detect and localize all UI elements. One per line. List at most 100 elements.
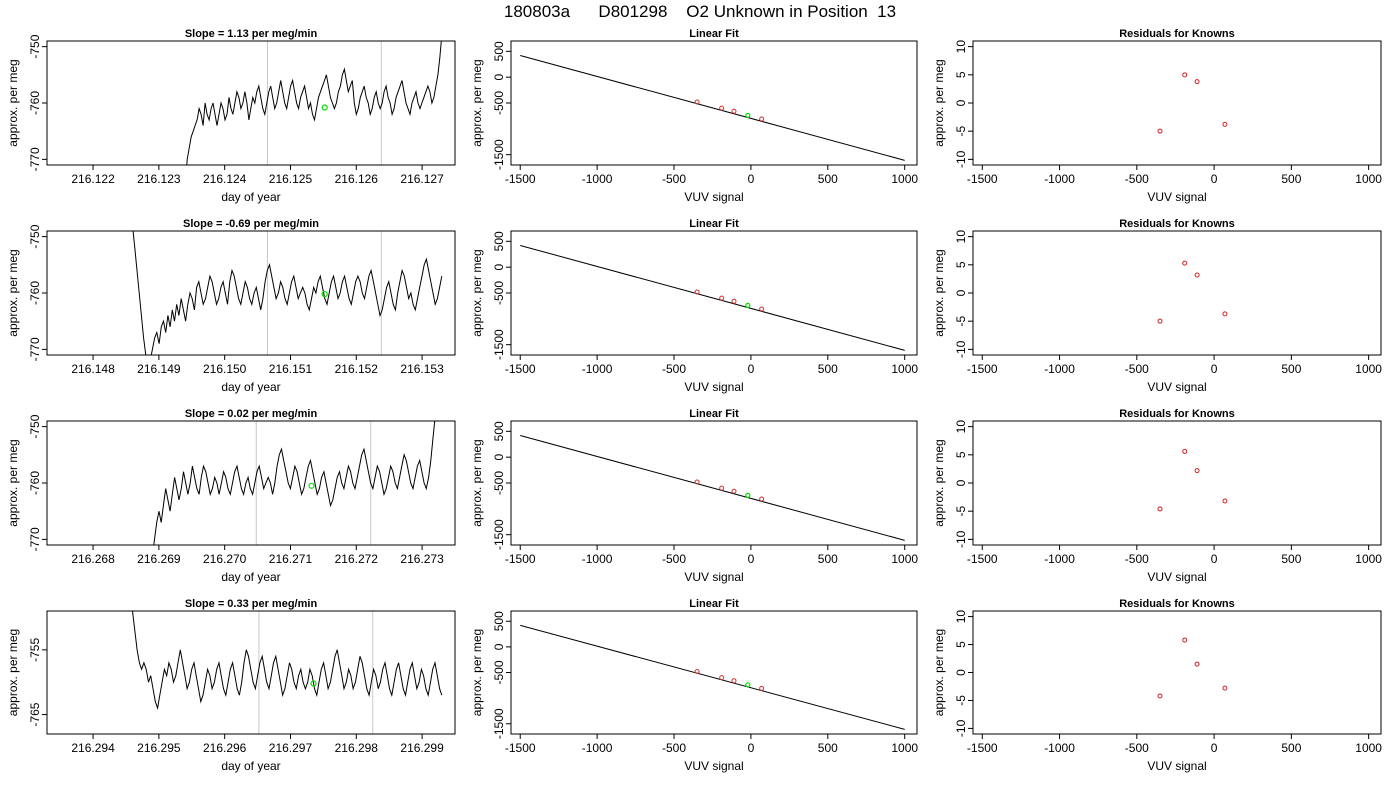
known-point [694,289,700,295]
linear-fit-chart-0: Linear Fit -1500 -1000 -500 0 500 1000 -1500 -50… [470,28,918,204]
x-tick-label: -1000 [1044,362,1075,376]
y-tick-label: -500 [492,91,506,115]
known-point [694,479,700,485]
x-tick-label: 1000 [891,741,918,755]
known-point [731,678,737,684]
known-point [694,668,700,674]
y-tick-label: -5 [954,316,968,327]
x-tick-label: 0 [1211,362,1218,376]
chart-title: Residuals for Knowns [1119,218,1235,230]
unknown-point [308,482,315,489]
unknown-point [321,291,328,298]
plot-area [520,434,905,541]
residual-point [1182,72,1188,78]
plot-area [1157,72,1228,134]
plot-frame [510,420,918,546]
x-axis-label: day of year [221,190,280,204]
y-tick-label: -10 [954,530,968,548]
y-axis-label: approx. per meg [470,629,484,716]
x-tick-label: 216.271 [269,552,313,566]
x-tick-label: -1000 [582,552,613,566]
x-axis-label: VUV signal [684,570,743,584]
y-axis-label: approx. per meg [932,59,946,146]
y-tick-label: 0 [954,99,968,106]
residuals-chart-1: Residuals for Knowns -1500 -1000 -500 0 500 10… [932,218,1382,394]
x-axis-label: VUV signal [1147,570,1206,584]
residual-point [1222,685,1228,691]
plot-frame [972,610,1382,735]
y-tick-label: -10 [954,340,968,358]
x-tick-label: 500 [818,362,838,376]
y-axis-label: approx. per meg [932,249,946,336]
plot-frame [46,230,456,356]
x-tick-label: 1000 [1355,362,1382,376]
y-tick-label: 5 [954,261,968,268]
x-tick-label: -1500 [967,741,998,755]
x-tick-label: 216.127 [400,172,444,186]
y-tick-label: -755 [28,638,42,662]
x-tick-label: 216.125 [269,172,313,186]
y-tick-label: -1500 [492,139,506,170]
plot-frame [972,230,1382,356]
chart-title: Linear Fit [689,598,739,610]
plot-area [132,611,443,734]
residual-point [1194,661,1200,667]
x-tick-label: 216.126 [335,172,379,186]
x-tick-label: 216.153 [400,362,444,376]
y-tick-label: 500 [492,231,506,251]
plot-frame [46,610,456,735]
y-tick-label: -770 [28,147,42,171]
y-axis-label: approx. per meg [470,59,484,146]
unknown-point [745,112,751,119]
known-point [719,105,725,111]
x-tick-label: 0 [748,741,755,755]
fit-line [520,54,905,161]
x-tick-label: 216.273 [400,552,444,566]
plot-frame [972,40,1382,166]
x-tick-label: 216.149 [137,362,181,376]
known-point [759,685,765,691]
x-tick-label: -500 [662,741,686,755]
chart-title: Residuals for Knowns [1119,598,1235,610]
x-tick-label: -1500 [505,552,536,566]
y-tick-label: 10 [954,420,968,434]
residual-point [1182,448,1188,454]
x-tick-label: -1500 [967,362,998,376]
y-axis-label: approx. per meg [6,629,20,716]
residual-point [1157,128,1163,134]
y-tick-label: -5 [954,126,968,137]
page-title: 180803a D801298 O2 Unknown in Position 1… [503,2,897,21]
known-point [694,99,700,105]
x-tick-label: -1000 [582,172,613,186]
chart-title: Slope = 0.02 per meg/min [185,408,318,420]
x-tick-label: 216.270 [203,552,247,566]
x-axis-label: VUV signal [1147,759,1206,773]
x-tick-label: 1000 [891,362,918,376]
y-tick-label: -750 [28,224,42,248]
y-tick-label: -770 [28,337,42,361]
plot-frame [510,230,918,356]
fit-line [520,434,905,541]
x-tick-label: -1500 [505,362,536,376]
x-axis-label: day of year [221,759,280,773]
y-tick-label: -750 [28,414,42,438]
chart-title: Residuals for Knowns [1119,408,1235,420]
unknown-point [310,680,317,687]
unknown-point [745,492,751,498]
data-trace [132,611,443,711]
x-tick-label: 216.268 [71,552,115,566]
y-tick-label: -5 [954,695,968,706]
x-tick-label: -1000 [582,362,613,376]
residual-point [1157,506,1163,512]
linear-fit-chart-2: Linear Fit -1500 -1000 -500 0 500 1000 -1500 -50… [470,408,918,584]
y-tick-label: -5 [954,506,968,517]
data-trace [186,41,442,165]
plot-area [186,41,442,165]
y-tick-label: 500 [492,611,506,631]
plot-area [1157,260,1228,324]
chart-title: Slope = 0.33 per meg/min [185,598,318,610]
timeseries-chart-3: Slope = 0.33 per meg/min 216.294 216.295 21… [6,598,456,773]
y-tick-label: 500 [492,421,506,441]
chart-title: Linear Fit [689,218,739,230]
